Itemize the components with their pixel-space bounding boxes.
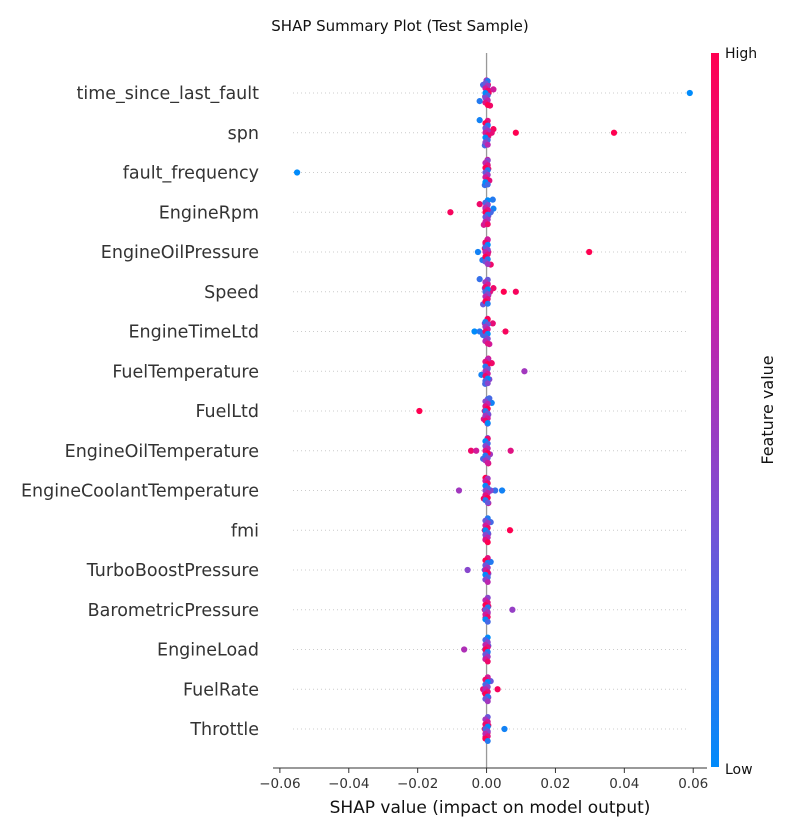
point-enginerpm-0: [447, 209, 454, 216]
feature-label-speed: Speed: [204, 283, 259, 303]
point-engineload-dense-10: [484, 658, 491, 665]
colorbar-title: Feature value: [758, 355, 777, 464]
point-enginetimeltd-2: [471, 328, 478, 335]
point-enginecoolanttemperature-1: [498, 487, 506, 494]
feature-label-enginetimeltd: EngineTimeLtd: [128, 323, 259, 343]
colorbar-low-label: Low: [725, 762, 753, 778]
point-enginetimeltd-0: [502, 328, 509, 335]
point-spn-0: [610, 129, 618, 136]
point-engineoilpressure-dense-10: [484, 261, 491, 267]
point-speed-1: [500, 288, 507, 295]
feature-label-barometricpressure: BarometricPressure: [88, 601, 259, 621]
point-enginerpm-7: [489, 196, 496, 203]
feature-label-enginerpm: EngineRpm: [159, 203, 259, 223]
point-enginetimeltd-dense-10: [484, 340, 491, 347]
point-time-since-last-fault-5: [476, 98, 483, 105]
feature-label-fuelrate: FuelRate: [183, 680, 259, 700]
point-speed-0: [512, 288, 519, 295]
feature-label-throttle: Throttle: [189, 720, 259, 740]
point-time-since-last-fault-dense-10: [484, 102, 491, 108]
feature-label-engineoiltemperature: EngineOilTemperature: [65, 442, 259, 462]
data-points: [294, 77, 693, 744]
point-fuelltd-dense-10: [484, 420, 491, 426]
point-enginerpm-1: [476, 201, 483, 208]
feature-label-turboboostpressure: TurboBoostPressure: [86, 561, 259, 581]
x-axis: −0.06 −0.04 −0.02 0.00 0.02 0.04 0.06: [259, 767, 708, 792]
x-tick-label-1: −0.04: [328, 776, 369, 792]
point-fueltemperature-dense-10: [484, 380, 491, 387]
point-engineoilpressure-1: [474, 248, 482, 256]
point-fmi-dense-10: [484, 539, 491, 546]
colorbar-gradient: [711, 53, 719, 767]
point-barometricpressure-0: [509, 606, 516, 613]
x-tick-label-5: 0.04: [609, 776, 639, 792]
point-engineoilpressure-0: [586, 248, 593, 256]
point-enginecoolanttemperature-0: [455, 487, 463, 494]
feature-label-time-since-last-fault: time_since_last_fault: [76, 84, 259, 104]
chart-title: SHAP Summary Plot (Test Sample): [271, 17, 528, 35]
feature-label-enginecoolanttemperature: EngineCoolantTemperature: [21, 482, 259, 502]
x-tick-label-2: −0.02: [397, 776, 438, 792]
x-tick-label-0: −0.06: [259, 776, 300, 792]
point-engineoiltemperature-dense-10: [484, 459, 491, 466]
point-throttle-dense-10: [484, 738, 491, 744]
point-engineoiltemperature-0: [507, 447, 514, 454]
feature-label-fmi: fmi: [231, 521, 259, 541]
x-axis-label: SHAP value (impact on model output): [330, 798, 651, 818]
point-fault-frequency-dense-10: [484, 181, 491, 188]
x-tick-label-3: 0.00: [472, 776, 502, 792]
point-fuelrate-0: [494, 686, 501, 693]
point-speed-dense-10: [484, 300, 491, 307]
point-fault-frequency-0: [294, 169, 301, 176]
feature-label-fuelltd: FuelLtd: [195, 402, 259, 422]
point-fmi-0: [506, 527, 514, 534]
point-fuelrate-dense-10: [484, 698, 491, 705]
point-spn-1: [512, 129, 519, 136]
point-turboboostpressure-0: [464, 566, 471, 574]
point-enginerpm-dense-10: [484, 221, 491, 228]
point-speed-7: [476, 276, 483, 283]
point-spn-dense-10: [484, 141, 491, 148]
point-throttle-0: [501, 725, 508, 733]
point-engineoiltemperature-1: [467, 447, 475, 454]
feature-label-engineoilpressure: EngineOilPressure: [101, 243, 259, 263]
point-fueltemperature-0: [521, 368, 528, 375]
point-time-since-last-fault-0: [686, 89, 693, 97]
colorbar: High Low Feature value: [711, 46, 777, 778]
point-enginecoolanttemperature-2: [492, 487, 499, 494]
point-spn-7: [476, 117, 483, 124]
point-barometricpressure-dense-10: [484, 618, 491, 625]
x-tick-label-6: 0.06: [678, 776, 708, 792]
point-engineload-0: [461, 646, 468, 653]
point-engineoiltemperature-2: [473, 447, 480, 454]
point-fuelltd-0: [416, 407, 423, 415]
x-tick-label-4: 0.02: [540, 776, 570, 792]
feature-label-spn: spn: [228, 124, 259, 144]
colorbar-high-label: High: [725, 46, 757, 62]
point-time-since-last-fault-9: [490, 86, 497, 93]
feature-label-engineload: EngineLoad: [157, 641, 259, 661]
point-turboboostpressure-dense-10: [484, 579, 491, 585]
point-enginecoolanttemperature-dense-10: [484, 499, 491, 506]
feature-label-fault-frequency: fault_frequency: [123, 164, 259, 184]
point-enginetimeltd-1: [489, 320, 496, 327]
feature-label-fueltemperature: FuelTemperature: [112, 362, 259, 382]
